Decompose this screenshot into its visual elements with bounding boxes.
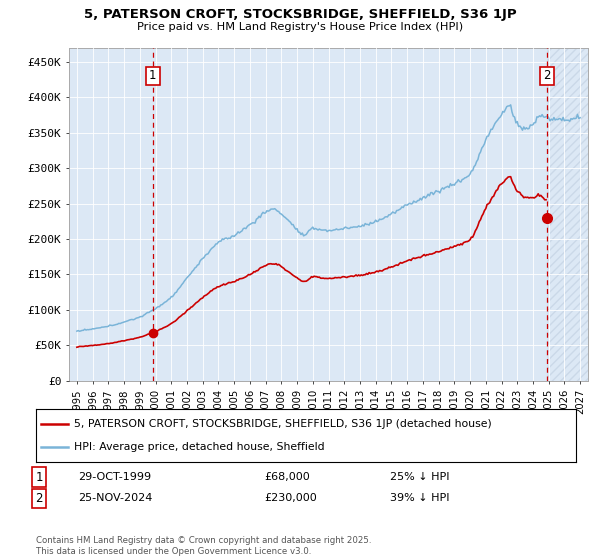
Text: £68,000: £68,000 xyxy=(264,472,310,482)
Text: £230,000: £230,000 xyxy=(264,493,317,503)
Text: 5, PATERSON CROFT, STOCKSBRIDGE, SHEFFIELD, S36 1JP (detached house): 5, PATERSON CROFT, STOCKSBRIDGE, SHEFFIE… xyxy=(74,419,491,429)
Text: Contains HM Land Registry data © Crown copyright and database right 2025.
This d: Contains HM Land Registry data © Crown c… xyxy=(36,536,371,556)
Text: 2: 2 xyxy=(35,492,43,505)
Text: 1: 1 xyxy=(35,470,43,484)
Text: 29-OCT-1999: 29-OCT-1999 xyxy=(78,472,151,482)
Text: 25-NOV-2024: 25-NOV-2024 xyxy=(78,493,152,503)
Text: 1: 1 xyxy=(149,69,157,82)
Text: Price paid vs. HM Land Registry's House Price Index (HPI): Price paid vs. HM Land Registry's House … xyxy=(137,22,463,32)
Text: 5, PATERSON CROFT, STOCKSBRIDGE, SHEFFIELD, S36 1JP: 5, PATERSON CROFT, STOCKSBRIDGE, SHEFFIE… xyxy=(83,8,517,21)
Text: 25% ↓ HPI: 25% ↓ HPI xyxy=(390,472,449,482)
Text: 2: 2 xyxy=(544,69,551,82)
Text: HPI: Average price, detached house, Sheffield: HPI: Average price, detached house, Shef… xyxy=(74,442,325,452)
Text: 39% ↓ HPI: 39% ↓ HPI xyxy=(390,493,449,503)
